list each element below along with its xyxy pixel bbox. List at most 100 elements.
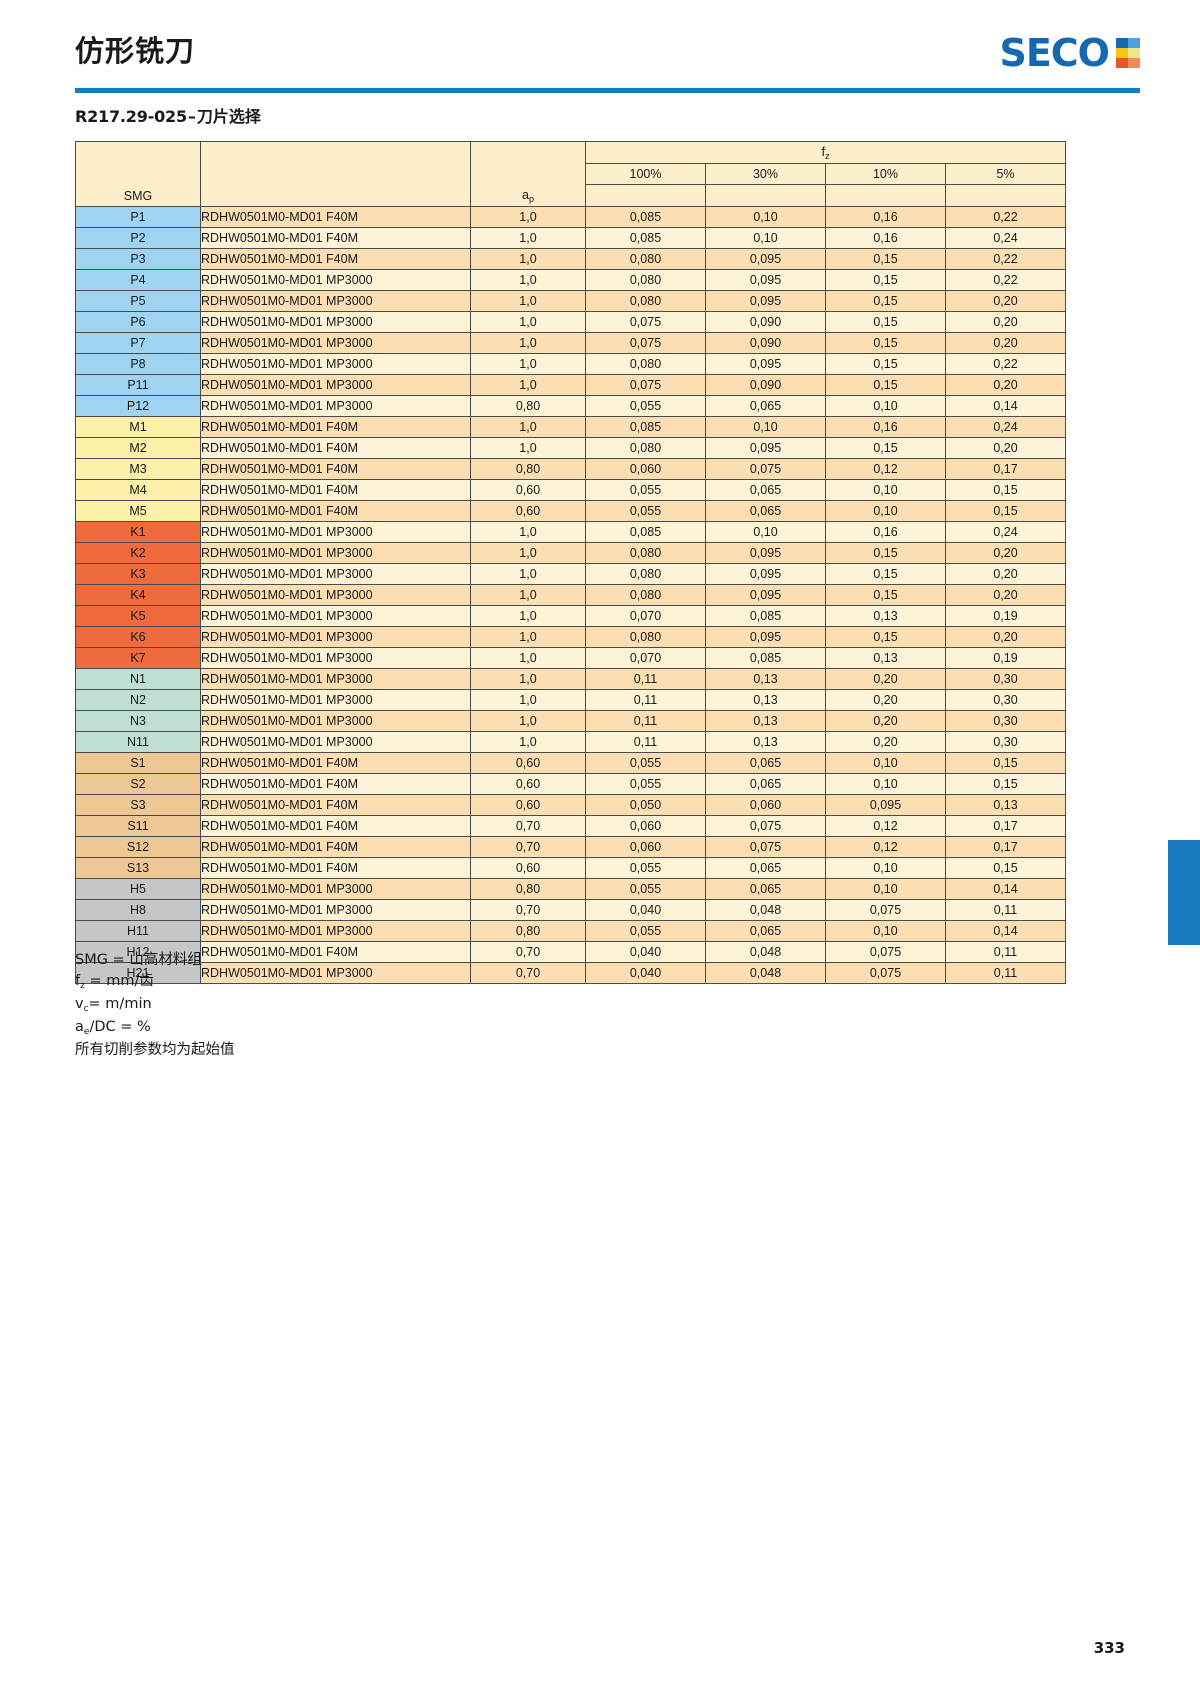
header-fz-group: fz: [585, 141, 1066, 164]
cell-fz-10: 0,095: [825, 793, 946, 816]
footnote-text: /DC = %: [89, 1019, 151, 1035]
table-row: K4 RDHW0501M0-MD01 MP3000 1,0 0,080 0,095 0,1…: [75, 583, 1066, 606]
table-row: P8 RDHW0501M0-MD01 MP3000 1,0 0,080 0,095 0,1…: [75, 352, 1066, 375]
cell-smg: S13: [75, 856, 201, 879]
table-head-row-labels: SMG ap: [75, 184, 1066, 207]
cell-ap: 1,0: [470, 625, 586, 648]
cell-fz-100: 0,11: [585, 730, 706, 753]
cell-ap: 0,60: [470, 499, 586, 522]
cell-smg: P11: [75, 373, 201, 396]
cell-ap: 1,0: [470, 205, 586, 228]
cell-smg: K6: [75, 625, 201, 648]
cell-fz-100: 0,040: [585, 961, 706, 984]
cell-fz-100: 0,085: [585, 520, 706, 543]
cell-fz-100: 0,040: [585, 940, 706, 963]
cell-insert-designation: RDHW0501M0-MD01 F40M: [200, 415, 471, 438]
footnote-line: vc= m/min: [75, 994, 235, 1017]
table-row: S3 RDHW0501M0-MD01 F40M 0,60 0,050 0,060 0,09…: [75, 793, 1066, 816]
cell-ap: 0,70: [470, 898, 586, 921]
cell-insert-designation: RDHW0501M0-MD01 MP3000: [200, 898, 471, 921]
cell-fz-5: 0,30: [945, 730, 1066, 753]
cell-fz-10: 0,16: [825, 520, 946, 543]
cell-fz-30: 0,065: [705, 919, 826, 942]
table-row: P6 RDHW0501M0-MD01 MP3000 1,0 0,075 0,090 0,1…: [75, 310, 1066, 333]
cell-fz-30: 0,10: [705, 205, 826, 228]
cell-fz-5: 0,11: [945, 940, 1066, 963]
table-row: S2 RDHW0501M0-MD01 F40M 0,60 0,055 0,065 0,10…: [75, 772, 1066, 795]
cell-fz-100: 0,085: [585, 415, 706, 438]
cell-fz-30: 0,095: [705, 583, 826, 606]
table-row: M5 RDHW0501M0-MD01 F40M 0,60 0,055 0,065 0,10…: [75, 499, 1066, 522]
edge-tab-marker: [1168, 840, 1200, 945]
table-row: N1 RDHW0501M0-MD01 MP3000 1,0 0,11 0,13 0,20 0…: [75, 667, 1066, 690]
cell-fz-30: 0,095: [705, 625, 826, 648]
cell-fz-5: 0,14: [945, 877, 1066, 900]
cell-insert-designation: RDHW0501M0-MD01 MP3000: [200, 289, 471, 312]
table-row: H11 RDHW0501M0-MD01 MP3000 0,80 0,055 0,065 0…: [75, 919, 1066, 942]
cell-fz-10: 0,13: [825, 604, 946, 627]
cell-fz-30: 0,075: [705, 457, 826, 480]
cell-smg: M1: [75, 415, 201, 438]
table-row: P3 RDHW0501M0-MD01 F40M 1,0 0,080 0,095 0,15 0…: [75, 247, 1066, 270]
cell-fz-10: 0,15: [825, 352, 946, 375]
cell-fz-5: 0,30: [945, 688, 1066, 711]
cell-fz-100: 0,085: [585, 226, 706, 249]
footnote-subscript: e: [83, 1027, 90, 1037]
cell-fz-30: 0,065: [705, 751, 826, 774]
cell-fz-5: 0,20: [945, 625, 1066, 648]
cell-fz-100: 0,085: [585, 205, 706, 228]
cell-ap: 1,0: [470, 226, 586, 249]
cell-fz-5: 0,20: [945, 310, 1066, 333]
cell-smg: N2: [75, 688, 201, 711]
cell-fz-30: 0,13: [705, 667, 826, 690]
cell-ap: 0,60: [470, 478, 586, 501]
cell-insert-designation: RDHW0501M0-MD01 MP3000: [200, 646, 471, 669]
cell-insert-designation: RDHW0501M0-MD01 F40M: [200, 751, 471, 774]
cell-fz-10: 0,10: [825, 772, 946, 795]
cell-ap: 1,0: [470, 541, 586, 564]
cell-smg: S3: [75, 793, 201, 816]
cell-fz-10: 0,075: [825, 898, 946, 921]
cell-fz-5: 0,22: [945, 352, 1066, 375]
cell-insert-designation: RDHW0501M0-MD01 MP3000: [200, 331, 471, 354]
cell-smg: K3: [75, 562, 201, 585]
cell-fz-10: 0,10: [825, 877, 946, 900]
cell-fz-100: 0,050: [585, 793, 706, 816]
cell-fz-5: 0,19: [945, 646, 1066, 669]
table-row: M4 RDHW0501M0-MD01 F40M 0,60 0,055 0,065 0,10…: [75, 478, 1066, 501]
cell-fz-10: 0,15: [825, 436, 946, 459]
cell-fz-100: 0,11: [585, 709, 706, 732]
cell-smg: P12: [75, 394, 201, 417]
table-row: P7 RDHW0501M0-MD01 MP3000 1,0 0,075 0,090 0,1…: [75, 331, 1066, 354]
table-row: K7 RDHW0501M0-MD01 MP3000 1,0 0,070 0,085 0,1…: [75, 646, 1066, 669]
cell-fz-5: 0,15: [945, 772, 1066, 795]
cell-fz-30: 0,13: [705, 709, 826, 732]
cell-fz-100: 0,080: [585, 352, 706, 375]
cell-smg: K5: [75, 604, 201, 627]
cell-smg: M5: [75, 499, 201, 522]
cell-ap: 0,70: [470, 961, 586, 984]
table-row: K3 RDHW0501M0-MD01 MP3000 1,0 0,080 0,095 0,1…: [75, 562, 1066, 585]
cell-smg: P3: [75, 247, 201, 270]
footnote-text: = m/min: [88, 996, 152, 1012]
header-divider: [75, 88, 1140, 93]
cell-smg: N11: [75, 730, 201, 753]
cell-ap: 0,60: [470, 793, 586, 816]
cell-smg: K7: [75, 646, 201, 669]
cell-smg: M4: [75, 478, 201, 501]
cell-fz-30: 0,090: [705, 373, 826, 396]
seco-logo: SECO: [999, 34, 1140, 72]
cell-fz-10: 0,10: [825, 856, 946, 879]
cell-fz-10: 0,20: [825, 667, 946, 690]
cell-fz-30: 0,090: [705, 331, 826, 354]
cell-fz-100: 0,055: [585, 919, 706, 942]
header-fz-10: 10%: [825, 163, 946, 185]
cell-insert-designation: RDHW0501M0-MD01 F40M: [200, 226, 471, 249]
cell-fz-5: 0,17: [945, 457, 1066, 480]
header-fz-100: 100%: [585, 163, 706, 185]
cell-fz-10: 0,13: [825, 646, 946, 669]
cell-fz-30: 0,10: [705, 520, 826, 543]
cell-insert-designation: RDHW0501M0-MD01 MP3000: [200, 352, 471, 375]
cell-fz-30: 0,095: [705, 352, 826, 375]
cell-ap: 1,0: [470, 709, 586, 732]
